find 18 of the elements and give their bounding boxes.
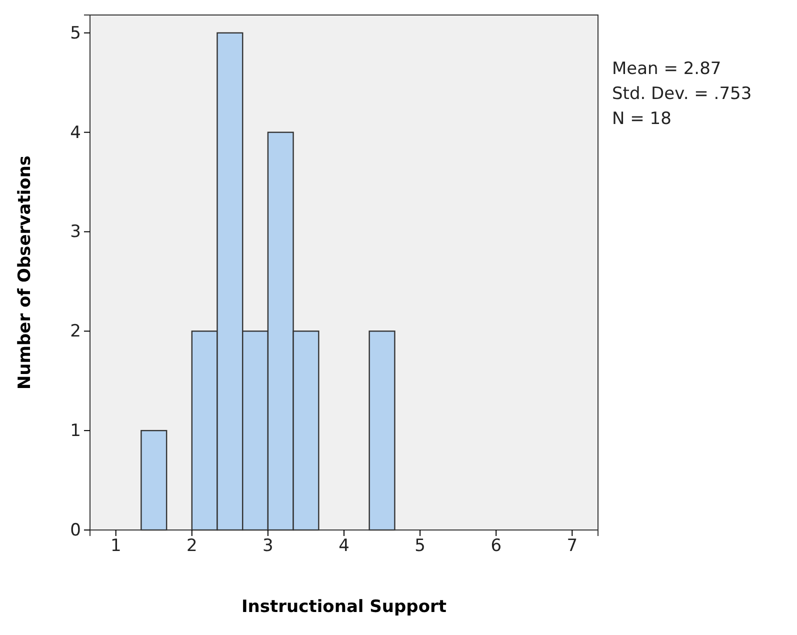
y-tick-label: 0: [70, 520, 81, 540]
x-tick-label: 2: [186, 536, 198, 556]
x-tick-label: 3: [262, 536, 274, 556]
text: N = 18: [612, 109, 672, 129]
x-tick-label: 6: [490, 536, 502, 556]
x-axis-title: Instructional Support: [241, 597, 447, 617]
y-tick-label: 1: [70, 421, 81, 442]
y-axis-title: Number of Observations: [15, 155, 35, 390]
text: Mean = 2.87: [612, 59, 722, 79]
y-tick-label: 5: [70, 23, 81, 44]
y-tick-label: 2: [70, 322, 81, 342]
x-tick-label: 4: [338, 536, 350, 556]
x-tick-label: 1: [110, 536, 122, 556]
x-tick-label: 7: [566, 536, 578, 556]
y-tick-label: 4: [70, 122, 81, 143]
text: Std. Dev. = .753: [612, 84, 752, 104]
y-tick-label: 3: [70, 222, 81, 242]
x-tick-label: 5: [414, 536, 426, 556]
